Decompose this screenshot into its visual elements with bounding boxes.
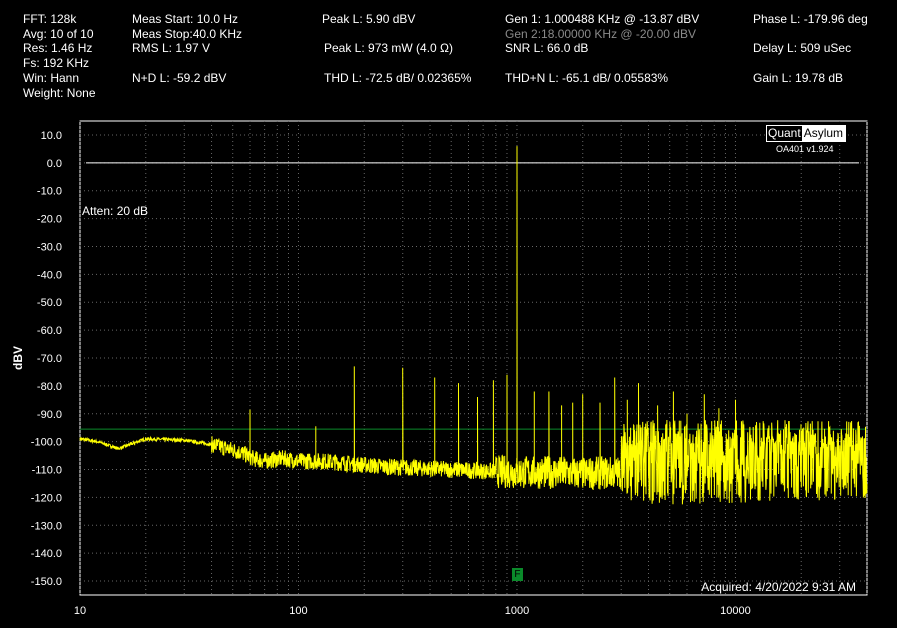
generator2-readout: Gen 2:18.00000 KHz @ -20.00 dBV [505, 27, 696, 41]
gain-readout: Gain L: 19.78 dB [753, 71, 844, 85]
average-readout: Avg: 10 of 10 [23, 27, 94, 41]
y-tick-label: -90.0 [37, 409, 62, 421]
x-tick-label: 10000 [720, 605, 751, 617]
software-version: OA401 v1.924 [776, 144, 834, 154]
resolution-readout: Res: 1.46 Hz [23, 41, 93, 55]
meas-start-readout: Meas Start: 10.0 Hz [132, 12, 239, 26]
x-tick-label: 1000 [505, 605, 529, 617]
generator1-readout: Gen 1: 1.000488 KHz @ -13.87 dBV [505, 12, 700, 26]
y-tick-label: -130.0 [31, 520, 62, 532]
peak-power-readout: Peak L: 973 mW (4.0 Ω) [324, 41, 454, 55]
y-tick-label: -150.0 [31, 576, 62, 588]
y-tick-labels: 10.0 0.0 -10.0 -20.0 -30.0 -40.0 -50.0 -60.0 -70… [31, 130, 62, 588]
noise-distortion-readout: N+D L: -59.2 dBV [132, 71, 227, 85]
y-tick-label: -120.0 [31, 492, 62, 504]
grid-lines [79, 121, 868, 595]
y-tick-label: 10.0 [41, 130, 62, 142]
y-tick-label: -20.0 [37, 214, 62, 226]
y-tick-label: -40.0 [37, 269, 62, 281]
x-tick-labels: 10 100 1000 10000 [74, 605, 751, 617]
y-tick-label: -140.0 [31, 548, 62, 560]
sample-rate-readout: Fs: 192 KHz [23, 56, 90, 70]
weighting-readout: Weight: None [23, 86, 96, 100]
delay-readout: Delay L: 509 uSec [753, 41, 852, 55]
y-tick-label: -100.0 [31, 437, 62, 449]
attenuation-label: Atten: 20 dB [82, 204, 148, 218]
y-tick-label: -80.0 [37, 381, 62, 393]
y-tick-label: -60.0 [37, 325, 62, 337]
rms-readout: RMS L: 1.97 V [132, 41, 211, 55]
quantasylum-logo: Quant Asylum [766, 125, 847, 142]
spectrum-trace-left [79, 146, 868, 505]
logo-part-asylum: Asylum [801, 126, 846, 141]
thd-readout: THD L: -72.5 dB/ 0.02365% [324, 71, 472, 85]
window-readout: Win: Hann [23, 71, 80, 85]
x-tick-label: 10 [74, 605, 86, 617]
snr-readout: SNR L: 66.0 dB [505, 41, 589, 55]
fft-size-readout: FFT: 128k [23, 12, 77, 26]
y-tick-label: -10.0 [37, 186, 62, 198]
frequency-marker[interactable]: F [511, 568, 523, 581]
y-tick-label: -70.0 [37, 353, 62, 365]
y-tick-label: -30.0 [37, 241, 62, 253]
x-tick-label: 100 [289, 605, 307, 617]
acquired-timestamp: Acquired: 4/20/2022 9:31 AM [701, 580, 856, 594]
y-tick-label: 0.0 [47, 158, 62, 170]
meas-stop-readout: Meas Stop:40.0 KHz [132, 27, 243, 41]
y-tick-label: -50.0 [37, 297, 62, 309]
logo-part-quant: Quant [767, 126, 802, 141]
phase-readout: Phase L: -179.96 deg [753, 12, 868, 26]
y-tick-label: -110.0 [32, 465, 62, 477]
thd-n-readout: THD+N L: -65.1 dB/ 0.05583% [505, 71, 669, 85]
peak-dbv-readout: Peak L: 5.90 dBV [322, 12, 416, 26]
y-axis-label: dBV [11, 346, 25, 370]
